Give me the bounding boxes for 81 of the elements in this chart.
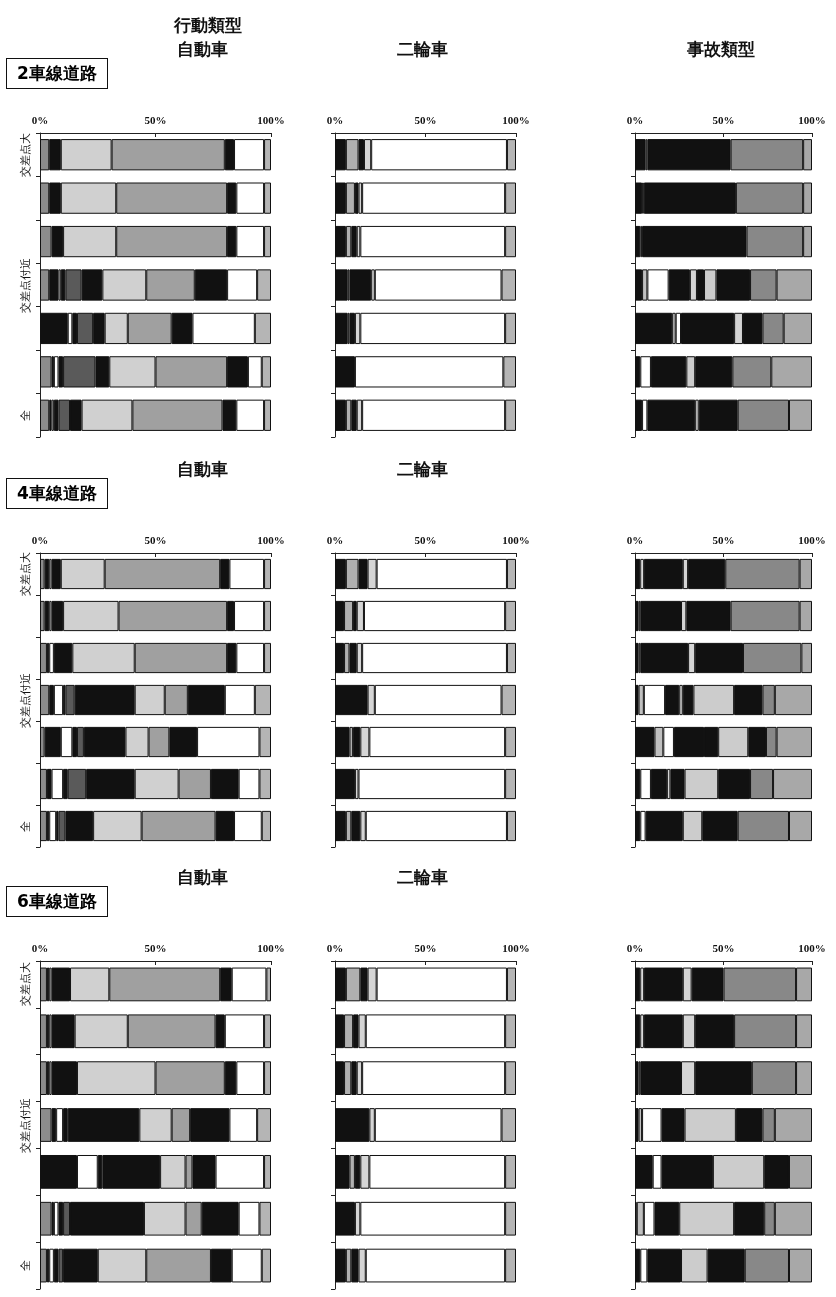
bar (40, 1014, 47, 1049)
bar (40, 399, 50, 431)
text: 2車線道路 (6, 58, 108, 89)
text: 6車線道路 (6, 886, 108, 917)
x-tick-label: 50% (414, 533, 437, 546)
x-tick-label: 50% (712, 113, 735, 126)
bar (44, 558, 50, 590)
bar (335, 726, 350, 758)
y-tick-label: 交差点大 (18, 132, 31, 177)
bar (40, 810, 47, 842)
y-tick-label: 交差点付近 (18, 1097, 31, 1153)
x-tick-label: 0% (626, 941, 644, 954)
x-tick-label: 0% (326, 533, 344, 546)
y-tick-label: 交差点付近 (18, 672, 31, 728)
x-tick-label: 50% (414, 113, 437, 126)
bar (40, 967, 47, 1002)
chart-title: 自動車 (176, 38, 229, 61)
x-tick-label: 100% (502, 113, 530, 126)
text: 行動類型 (172, 14, 243, 37)
x-tick-label: 50% (414, 941, 437, 954)
y-tick-label: 全 (18, 1260, 31, 1272)
x-tick-label: 100% (257, 941, 285, 954)
bar (635, 269, 643, 301)
x-tick-label: 0% (326, 113, 344, 126)
bar (53, 684, 64, 716)
y-tick-label: 交差点大 (18, 552, 31, 596)
x-tick-label: 50% (712, 941, 735, 954)
bar (40, 1061, 47, 1096)
bar (40, 356, 52, 388)
chart-title: 二輪車 (396, 458, 449, 481)
bar (635, 139, 646, 171)
chart-title: 自動車 (176, 866, 229, 889)
y-tick-label: 交差点大 (18, 962, 31, 1007)
bar (635, 182, 643, 214)
bar (49, 1248, 54, 1283)
x-tick-label: 0% (31, 941, 49, 954)
bar (53, 356, 59, 388)
bar (40, 1108, 52, 1142)
bar (635, 1014, 641, 1049)
bar (335, 642, 345, 674)
x-tick-label: 100% (257, 113, 285, 126)
x-tick-label: 50% (144, 113, 167, 126)
bar (40, 312, 68, 345)
x-tick-label: 50% (712, 533, 735, 546)
y-tick-label: 交差点付近 (18, 257, 31, 313)
x-tick-label: 100% (798, 941, 826, 954)
bar (40, 684, 50, 716)
bar (49, 810, 57, 842)
bar (635, 225, 641, 258)
chart-title: 自動車 (176, 458, 229, 481)
bar (40, 1201, 52, 1236)
x-tick-label: 100% (257, 533, 285, 546)
chart-title: 二輪車 (396, 38, 449, 61)
x-tick-label: 100% (798, 113, 826, 126)
y-tick-label: 全 (18, 409, 31, 421)
bar (635, 810, 641, 842)
x-tick-label: 100% (502, 533, 530, 546)
y-tick-label: 全 (18, 820, 31, 832)
chart-title: 事故類型 (685, 38, 756, 61)
x-tick-label: 50% (144, 533, 167, 546)
bar (635, 399, 643, 431)
bar (40, 1248, 47, 1283)
bar (635, 558, 641, 590)
bar (44, 600, 50, 632)
x-tick-label: 0% (626, 533, 644, 546)
x-tick-label: 0% (31, 533, 49, 546)
bar (635, 967, 641, 1002)
bar (640, 600, 682, 632)
x-tick-label: 0% (326, 941, 344, 954)
x-tick-label: 50% (144, 941, 167, 954)
x-tick-label: 0% (626, 113, 644, 126)
text: 4車線道路 (6, 478, 108, 509)
chart-title: 二輪車 (396, 866, 449, 889)
bar (51, 768, 64, 800)
x-tick-label: 100% (502, 941, 530, 954)
bar (635, 312, 673, 345)
bar (335, 768, 355, 800)
bar (40, 768, 47, 800)
x-tick-label: 100% (798, 533, 826, 546)
x-tick-label: 0% (31, 113, 49, 126)
bar (40, 642, 47, 674)
